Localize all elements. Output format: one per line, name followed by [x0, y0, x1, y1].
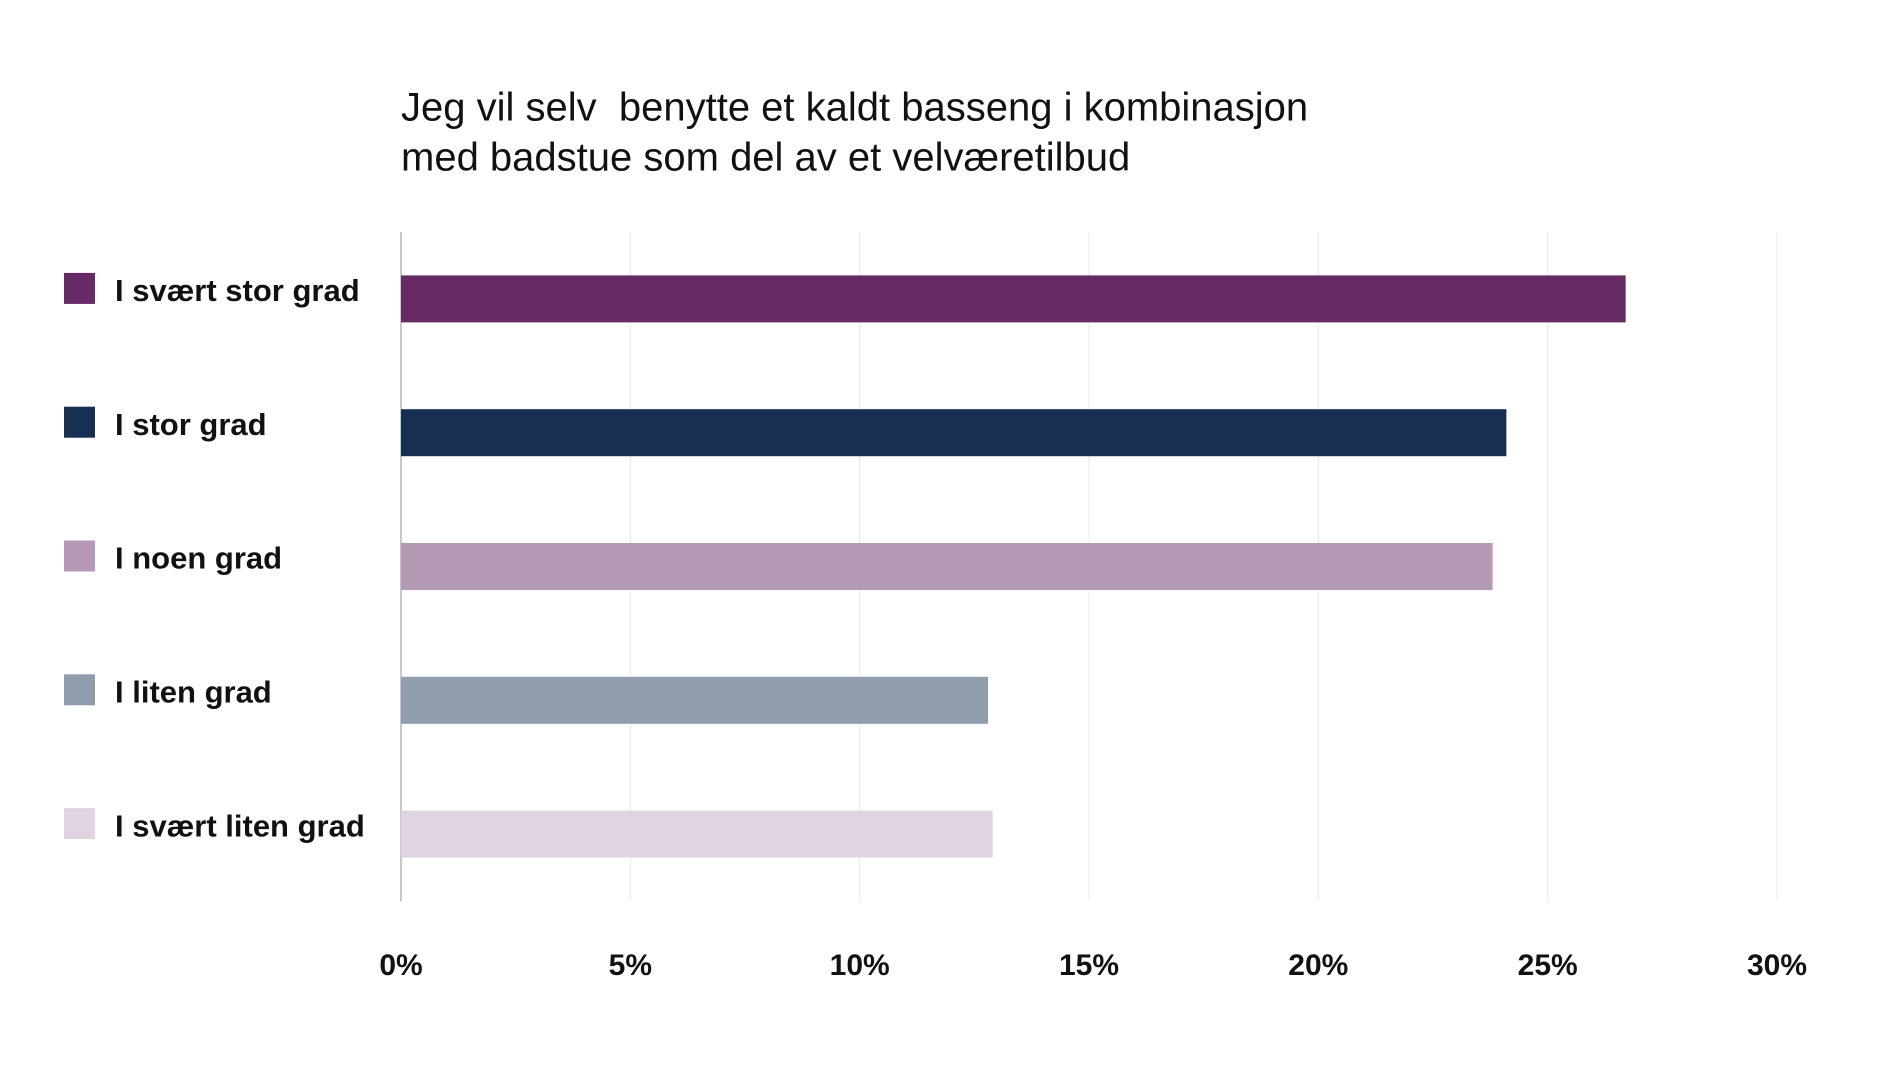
x-tick-label: 30% — [1747, 949, 1807, 982]
category-label: I liten grad — [115, 674, 272, 709]
x-tick-label: 15% — [1059, 949, 1119, 982]
legend-swatch — [64, 272, 95, 304]
category-label: I svært liten grad — [115, 808, 365, 843]
chart-title-line: Jeg vil selv benytte et kaldt basseng i … — [401, 86, 1308, 130]
category-label: I noen grad — [115, 541, 282, 576]
x-tick-label: 0% — [379, 949, 422, 982]
x-tick-label: 10% — [830, 949, 890, 982]
bar — [401, 676, 989, 724]
x-tick-label: 5% — [609, 949, 652, 982]
bar — [401, 810, 993, 858]
category-label: I stor grad — [115, 407, 267, 442]
bar — [401, 275, 1626, 323]
legend-swatch — [64, 540, 95, 572]
legend-swatch — [64, 808, 95, 840]
x-tick-label: 20% — [1288, 949, 1348, 982]
legend-swatch — [64, 674, 95, 706]
x-tick-label: 25% — [1518, 949, 1578, 982]
legend-swatch — [64, 406, 95, 438]
chart-title-line: med badstue som del av et velværetilbud — [401, 136, 1130, 180]
bar — [401, 409, 1507, 457]
category-label: I svært stor grad — [115, 273, 360, 308]
bar — [401, 543, 1493, 590]
